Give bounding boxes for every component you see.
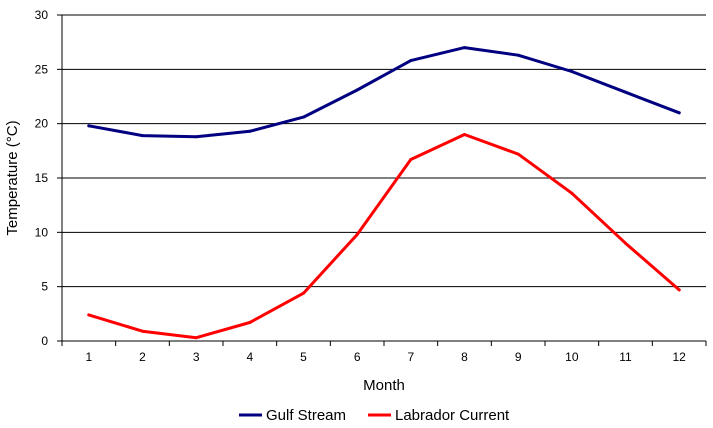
data-point-labrador-current xyxy=(194,336,198,340)
legend-label-labrador-current: Labrador Current xyxy=(395,407,510,424)
data-point-gulf-stream xyxy=(194,135,198,139)
y-tick-label: 0 xyxy=(41,334,48,348)
data-point-gulf-stream xyxy=(302,115,305,119)
legend: Gulf Stream Labrador Current xyxy=(239,407,510,424)
data-point-gulf-stream xyxy=(141,134,144,138)
data-point-labrador-current xyxy=(409,158,413,162)
legend-label-gulf-stream: Gulf Stream xyxy=(266,407,346,424)
legend-item-gulf-stream: Gulf Stream xyxy=(239,407,346,424)
x-axis-title: Month xyxy=(363,377,405,394)
x-tick-label: 9 xyxy=(515,350,522,364)
x-tick-label: 1 xyxy=(85,350,92,364)
y-tick-label: 30 xyxy=(35,8,49,22)
series-line-gulf-stream xyxy=(87,46,681,139)
y-tick-label: 25 xyxy=(35,62,49,76)
data-point-gulf-stream xyxy=(355,88,359,92)
data-point-labrador-current xyxy=(87,313,91,317)
x-axis-ticks: 1 2 3 4 5 6 7 8 9 10 11 12 xyxy=(61,341,707,364)
data-point-gulf-stream xyxy=(248,129,252,133)
x-tick-label: 4 xyxy=(246,350,253,364)
data-point-gulf-stream xyxy=(516,53,520,57)
x-tick-label: 6 xyxy=(354,350,361,364)
x-tick-label: 8 xyxy=(461,350,468,364)
data-point-labrador-current xyxy=(624,241,627,245)
data-point-gulf-stream xyxy=(463,46,466,50)
data-point-gulf-stream xyxy=(624,90,627,94)
y-axis-title: Temperature (°C) xyxy=(4,120,21,235)
y-tick-label: 5 xyxy=(41,280,48,294)
x-tick-label: 2 xyxy=(139,350,146,364)
x-tick-label: 3 xyxy=(193,350,200,364)
data-point-labrador-current xyxy=(463,133,466,137)
gridlines xyxy=(62,14,706,288)
data-point-gulf-stream xyxy=(570,70,574,74)
data-point-labrador-current xyxy=(677,288,681,292)
data-point-labrador-current xyxy=(355,233,359,237)
y-tick-label: 10 xyxy=(35,225,49,239)
y-tick-label: 20 xyxy=(35,117,49,131)
y-axis-ticks: 0 5 10 15 20 25 30 xyxy=(35,8,62,348)
data-point-labrador-current xyxy=(302,291,305,295)
data-point-labrador-current xyxy=(516,152,520,156)
x-tick-label: 12 xyxy=(672,350,686,364)
x-tick-label: 10 xyxy=(565,350,579,364)
data-point-labrador-current xyxy=(248,321,252,325)
data-point-gulf-stream xyxy=(87,124,91,128)
series-line-labrador-current xyxy=(87,133,681,340)
x-tick-label: 5 xyxy=(300,350,307,364)
data-point-gulf-stream xyxy=(677,111,681,115)
data-point-labrador-current xyxy=(141,329,144,333)
y-tick-label: 15 xyxy=(35,171,49,185)
x-tick-label: 11 xyxy=(619,350,632,364)
data-point-labrador-current xyxy=(570,191,574,195)
data-point-gulf-stream xyxy=(409,59,413,63)
series-lines xyxy=(87,46,681,340)
x-tick-label: 7 xyxy=(407,350,414,364)
legend-item-labrador-current: Labrador Current xyxy=(368,407,510,424)
